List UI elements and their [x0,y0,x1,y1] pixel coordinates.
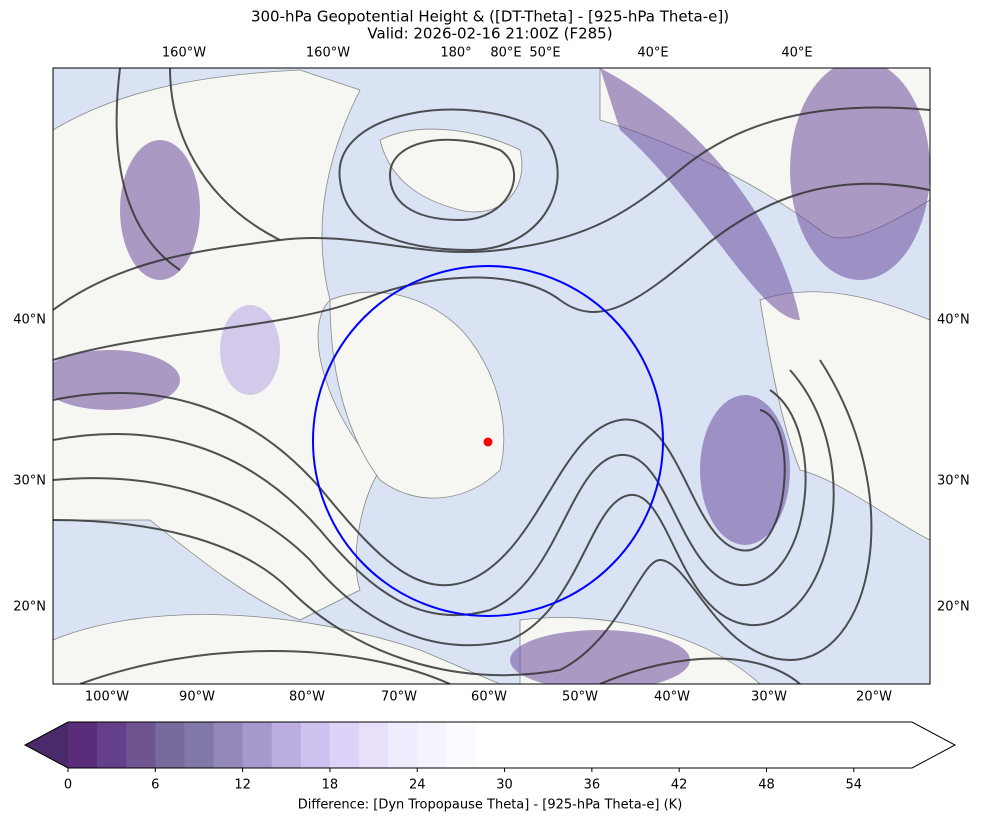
colorbar-segment [271,722,302,768]
lon-label: 160°W [306,46,350,61]
colorbar-extend-min [25,722,68,768]
colorbar-segment [766,722,797,768]
colorbar-segment [359,722,389,768]
lon-label: 70°W [381,690,417,705]
colorbar-segment [68,722,98,768]
lat-label: 30°N [937,474,970,489]
lon-label: 50°W [562,690,598,705]
lat-label: 20°N [937,600,970,615]
colorbar-tick-label: 18 [322,778,339,793]
lon-label: 60°W [471,690,507,705]
colorbar-tick-label: 54 [846,778,863,793]
colorbar-segment [853,722,884,768]
colorbar-tick-label: 30 [496,778,513,793]
colorbar-tick-label: 24 [409,778,426,793]
lon-label: 40°W [654,690,690,705]
colorbar-segment [126,722,156,768]
colorbar-segment [620,722,651,768]
colorbar-segment [329,722,360,768]
lon-label: 80°E [490,46,521,61]
lon-label: 20°W [856,690,892,705]
colorbar-segment [184,722,215,768]
colorbar-segment [737,722,767,768]
colorbar-tick-label: 6 [151,778,159,793]
colorbar-segment [533,722,564,768]
lon-label: 40°E [637,46,668,61]
lon-label: 80°W [289,690,325,705]
colorbar-segment [650,722,680,768]
lat-label: 20°N [13,600,46,615]
lon-label: 50°E [529,46,560,61]
lon-label: 160°W [162,46,206,61]
colorbar-segment [591,722,622,768]
colorbar-tick-label: 12 [234,778,251,793]
lon-label: 180° [440,46,471,61]
center-point [483,437,493,447]
colorbar-tick-label: 42 [671,778,688,793]
map-frame [52,67,931,685]
colorbar-segment [155,722,185,768]
lon-label: 30°W [751,690,787,705]
lon-label: 40°E [781,46,812,61]
colorbar-segment [97,722,127,768]
colorbar-segment [708,722,738,768]
lat-label: 40°N [937,313,970,328]
colorbar-segment [504,722,535,768]
colorbar-tick-label: 36 [584,778,601,793]
colorbar-segment [562,722,593,768]
colorbar-segment [475,722,506,768]
title: 300-hPa Geopotential Height & ([DT-Theta… [251,8,729,26]
colorbar-segment [824,722,855,768]
colorbar: 0 6 12 18 24 30 36 42 48 54 Difference: [Dyn Tropo… [23,721,957,813]
colorbar-segment [679,722,709,768]
colorbar-extend-max [912,722,955,768]
colorbar-tick-label: 48 [758,778,775,793]
lon-label: 90°W [179,690,215,705]
colorbar-segment [388,722,418,768]
lat-label: 30°N [13,474,46,489]
colorbar-segment [300,722,331,768]
subtitle: Valid: 2026-02-16 21:00Z (F285) [367,25,612,43]
colorbar-label: Difference: [Dyn Tropopause Theta] - [92… [298,798,683,813]
colorbar-tick-label: 0 [64,778,72,793]
map-labels: 160°W 160°W 180° 80°E 50°E 40°E 40°E 100°W 90°W 8… [13,46,970,705]
lon-label: 100°W [85,690,129,705]
colorbar-segment [882,722,913,768]
colorbar-outline [23,721,957,769]
colorbar-segment [446,722,476,768]
lat-label: 40°N [13,313,46,328]
colorbar-segment [242,722,273,768]
colorbar-segment [417,722,447,768]
map [53,68,930,684]
colorbar-segment [213,722,244,768]
radius-circle [312,265,664,617]
colorbar-segment [795,722,826,768]
